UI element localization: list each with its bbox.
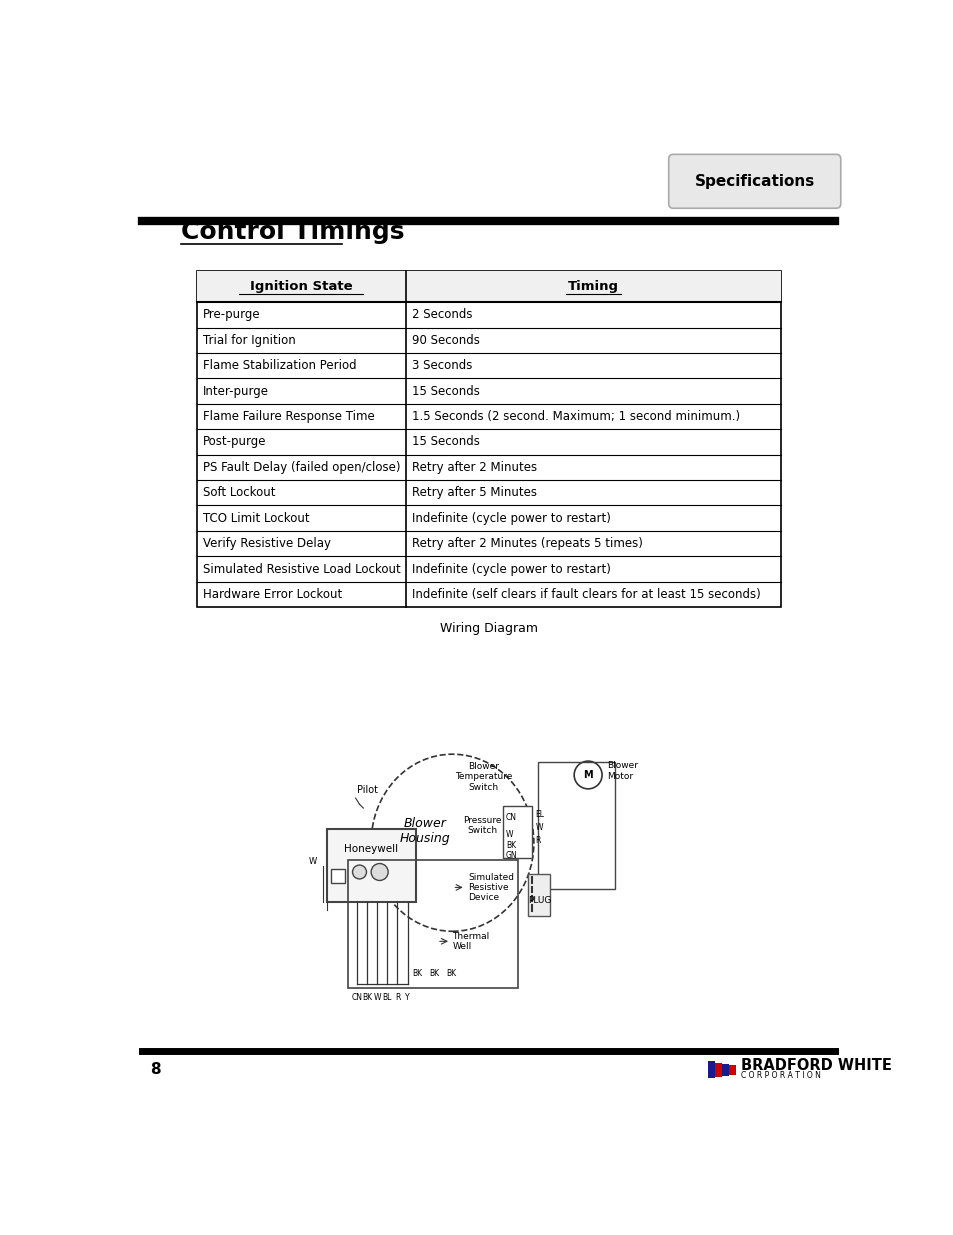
Text: BRADFORD WHITE: BRADFORD WHITE [740, 1057, 891, 1073]
Text: 15 Seconds: 15 Seconds [412, 384, 479, 398]
Text: CN: CN [505, 813, 517, 821]
Text: BL: BL [382, 993, 392, 1002]
Bar [348, 861, 517, 988]
Text: R: R [395, 993, 399, 1002]
Text: W: W [535, 823, 542, 832]
Text: Verify Resistive Delay: Verify Resistive Delay [203, 537, 331, 550]
Text: Wiring Diagram: Wiring Diagram [439, 622, 537, 635]
Text: 90 Seconds: 90 Seconds [412, 333, 479, 347]
Text: Retry after 2 Minutes (repeats 5 times): Retry after 2 Minutes (repeats 5 times) [412, 537, 642, 550]
Bar [537, 762, 615, 889]
Text: TCO Limit Lockout: TCO Limit Lockout [203, 511, 310, 525]
Bar [528, 873, 550, 916]
Text: Pilot: Pilot [356, 785, 377, 795]
Text: R: R [535, 836, 540, 845]
Text: Honeywell: Honeywell [344, 844, 398, 853]
Text: Hardware Error Lockout: Hardware Error Lockout [203, 588, 342, 601]
Text: Indefinite (self clears if fault clears for at least 15 seconds): Indefinite (self clears if fault clears … [412, 588, 760, 601]
Text: Control Timings: Control Timings [181, 221, 404, 245]
Text: Simulated Resistive Load Lockout: Simulated Resistive Load Lockout [203, 562, 400, 576]
Text: Indefinite (cycle power to restart): Indefinite (cycle power to restart) [412, 562, 611, 576]
Text: Pre-purge: Pre-purge [203, 309, 260, 321]
Text: Trial for Ignition: Trial for Ignition [203, 333, 295, 347]
Text: Flame Failure Response Time: Flame Failure Response Time [203, 410, 375, 424]
Text: Ignition State: Ignition State [250, 280, 353, 293]
Text: PLUG: PLUG [528, 895, 551, 905]
Text: CN: CN [352, 993, 362, 1002]
Bar [728, 1065, 736, 1074]
Text: 8: 8 [150, 1062, 161, 1077]
Text: Timing: Timing [567, 280, 618, 293]
Text: Retry after 5 Minutes: Retry after 5 Minutes [412, 487, 537, 499]
Text: BK
GN: BK GN [505, 841, 517, 860]
Bar [707, 1061, 715, 1078]
Text: Pressure
Switch: Pressure Switch [462, 816, 500, 835]
Text: PS Fault Delay (failed open/close): PS Fault Delay (failed open/close) [203, 461, 400, 474]
Circle shape [371, 863, 388, 881]
Bar [327, 829, 416, 903]
Bar [721, 1063, 728, 1076]
FancyBboxPatch shape [668, 154, 840, 209]
Text: 2 Seconds: 2 Seconds [412, 309, 472, 321]
Bar [715, 1062, 721, 1077]
Text: Simulated
Resistive
Device: Simulated Resistive Device [468, 872, 514, 903]
Text: Retry after 2 Minutes: Retry after 2 Minutes [412, 461, 537, 474]
Text: M: M [582, 769, 593, 781]
Text: Y: Y [405, 993, 410, 1002]
Text: BK: BK [362, 993, 372, 1002]
Bar [331, 869, 344, 883]
Text: Blower
Housing: Blower Housing [399, 818, 450, 845]
Text: Soft Lockout: Soft Lockout [203, 487, 275, 499]
Text: Specifications: Specifications [694, 174, 814, 189]
Bar [196, 272, 781, 303]
Text: EL: EL [535, 810, 544, 819]
Text: C O R P O R A T I O N: C O R P O R A T I O N [740, 1071, 820, 1079]
Text: Flame Stabilization Period: Flame Stabilization Period [203, 359, 356, 372]
Text: 15 Seconds: 15 Seconds [412, 436, 479, 448]
Text: Blower
Motor: Blower Motor [607, 761, 638, 781]
Text: W: W [374, 993, 380, 1002]
Text: 1.5 Seconds (2 second. Maximum; 1 second minimum.): 1.5 Seconds (2 second. Maximum; 1 second… [412, 410, 740, 424]
Text: Indefinite (cycle power to restart): Indefinite (cycle power to restart) [412, 511, 611, 525]
Text: BK: BK [412, 969, 422, 978]
Text: BK: BK [429, 969, 439, 978]
Text: Inter-purge: Inter-purge [203, 384, 269, 398]
Text: 3 Seconds: 3 Seconds [412, 359, 472, 372]
Text: Post-purge: Post-purge [203, 436, 266, 448]
Text: W: W [309, 857, 316, 867]
Bar [196, 272, 781, 608]
Text: BK: BK [446, 969, 456, 978]
Circle shape [353, 864, 366, 879]
Text: W: W [505, 830, 513, 839]
Bar [502, 805, 532, 858]
Text: Thermal
Well: Thermal Well [452, 931, 489, 951]
Text: Blower
Temperature
Switch: Blower Temperature Switch [455, 762, 512, 792]
Circle shape [574, 761, 601, 789]
